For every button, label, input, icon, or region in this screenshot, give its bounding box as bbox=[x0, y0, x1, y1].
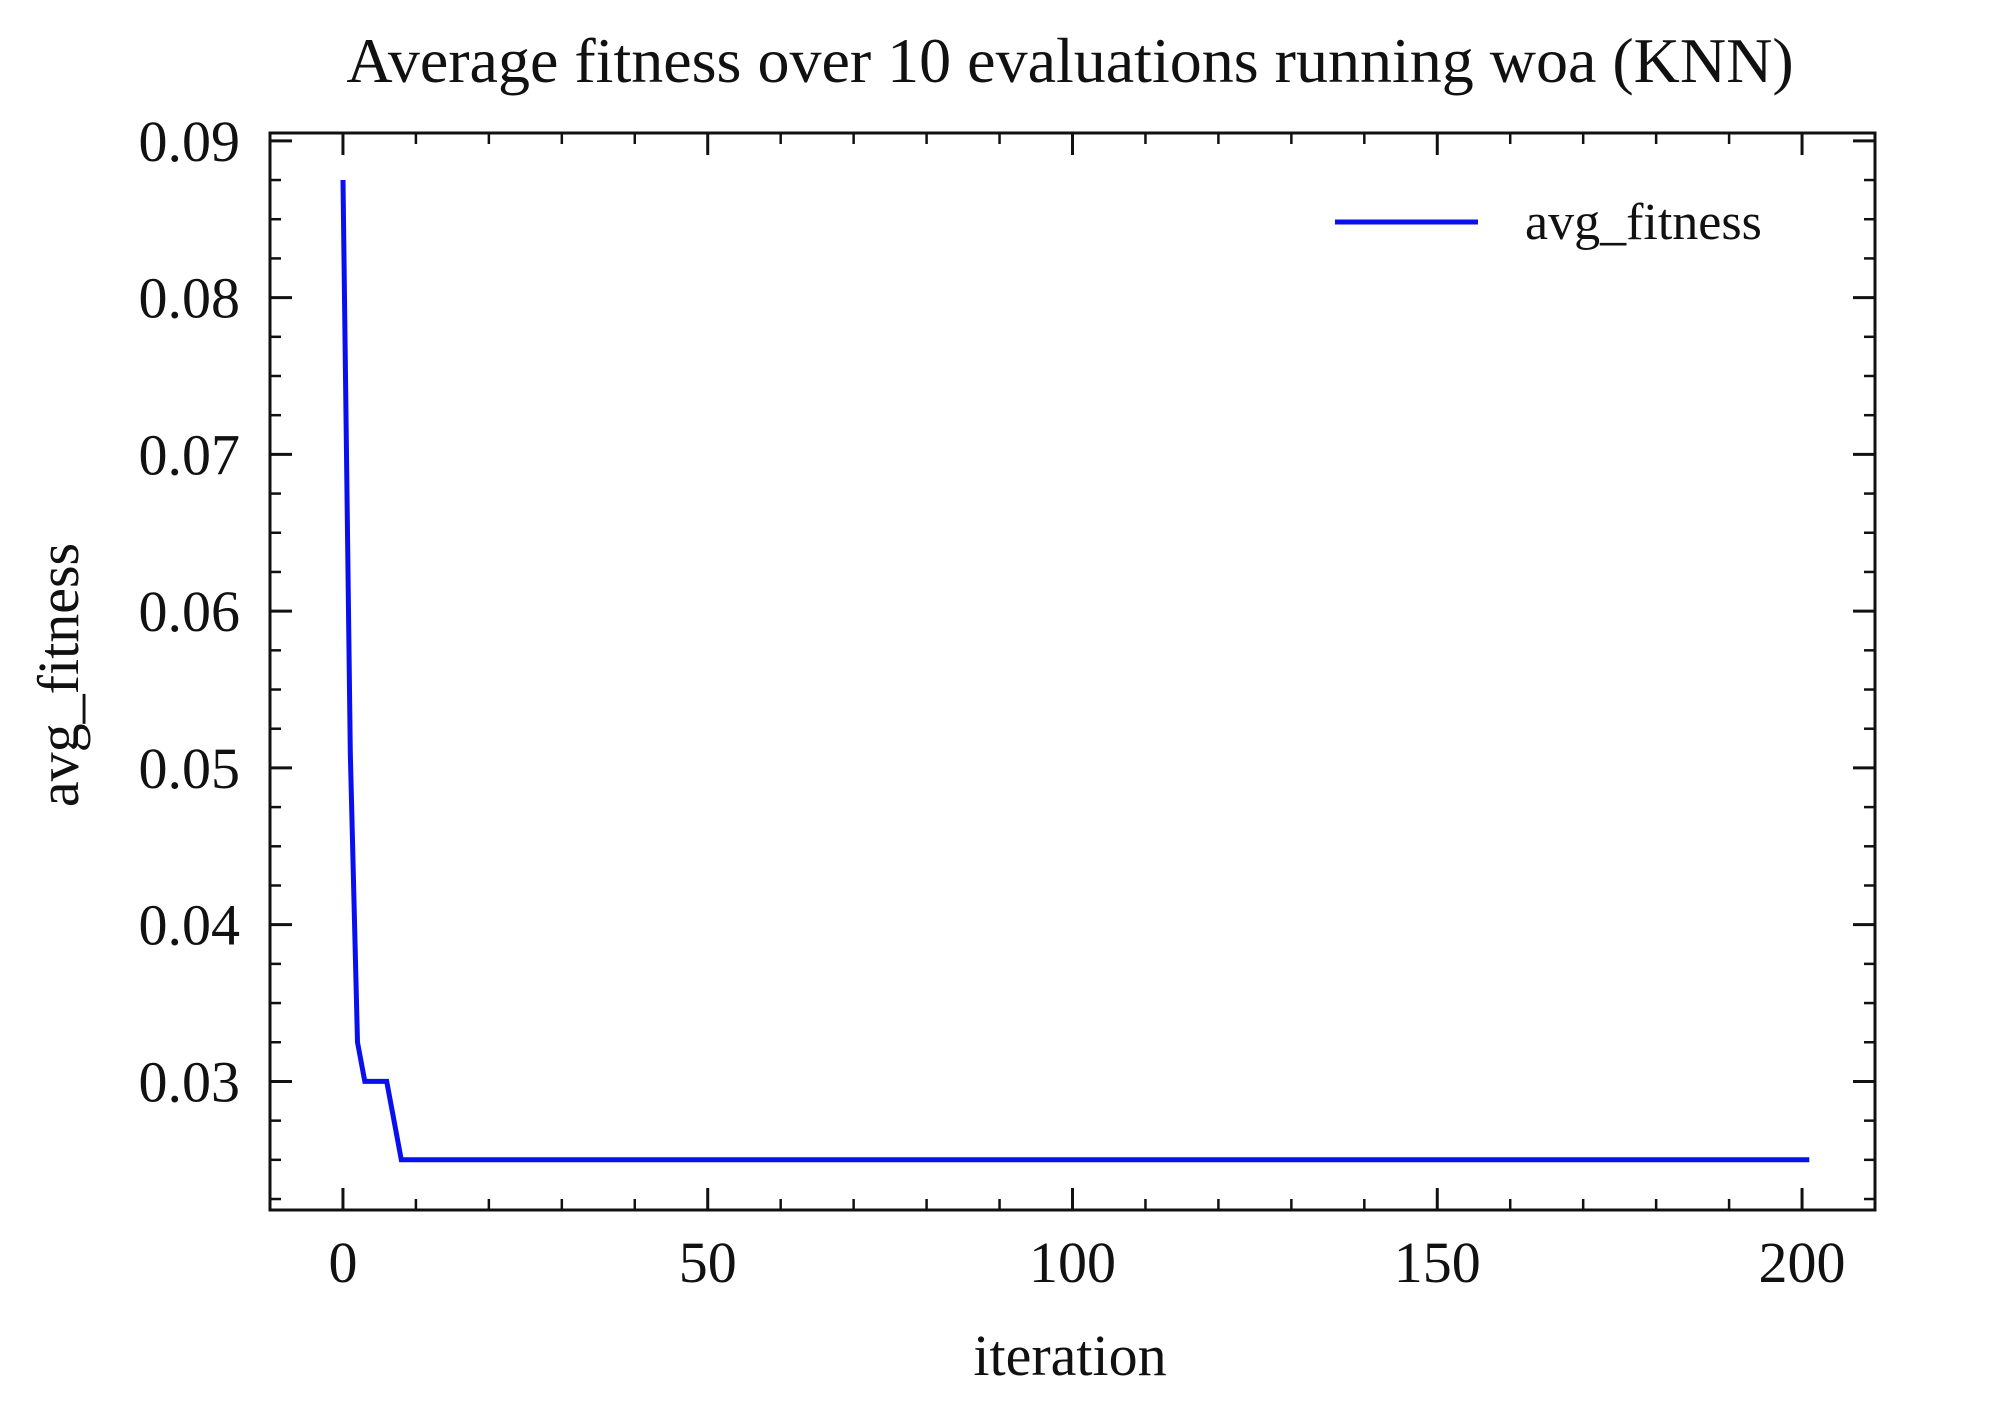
series-layer bbox=[340, 179, 1810, 1163]
chart-title: Average fitness over 10 evaluations runn… bbox=[346, 25, 1793, 96]
y-tick-label: 0.05 bbox=[139, 736, 241, 801]
x-axis-title: iteration bbox=[973, 1323, 1166, 1388]
y-tick-label: 0.08 bbox=[139, 266, 241, 331]
y-tick-label: 0.03 bbox=[139, 1049, 241, 1114]
legend-label: avg_fitness bbox=[1525, 194, 1762, 251]
x-axis: 0 50 100 150 200 bbox=[268, 133, 1877, 1295]
x-tick-label: 50 bbox=[679, 1230, 737, 1295]
y-axis-title: avg_fitness bbox=[26, 543, 91, 807]
x-tick-label: 150 bbox=[1394, 1230, 1481, 1295]
y-axis: 0.03 0.04 0.05 0.06 0.07 0.08 0.09 bbox=[139, 109, 1875, 1201]
series-line-avg_fitness bbox=[340, 179, 1810, 1163]
y-tick-label: 0.09 bbox=[139, 109, 241, 174]
y-tick-label: 0.07 bbox=[139, 422, 241, 487]
y-tick-label: 0.04 bbox=[139, 893, 241, 958]
x-tick-label: 0 bbox=[328, 1230, 357, 1295]
legend: avg_fitness bbox=[1335, 194, 1762, 251]
x-tick-label: 100 bbox=[1029, 1230, 1116, 1295]
x-tick-label: 200 bbox=[1759, 1230, 1846, 1295]
y-tick-label: 0.06 bbox=[139, 579, 241, 644]
